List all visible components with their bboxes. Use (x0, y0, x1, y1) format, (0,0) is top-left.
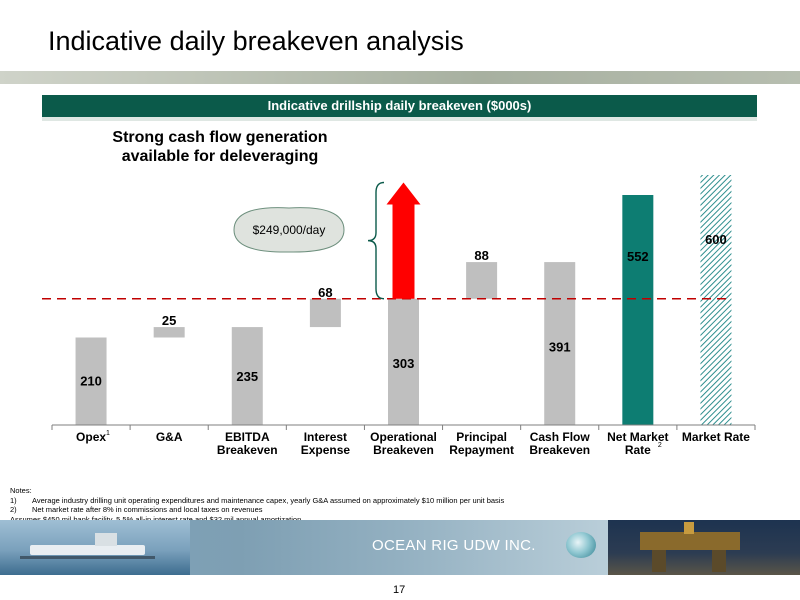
ship-derrick-shape (95, 533, 117, 546)
bar-label-8: 552 (627, 249, 649, 264)
note-1-text: Average industry drilling unit operating… (32, 495, 505, 505)
rig-leg-left (652, 550, 666, 572)
bar-label-3: 235 (236, 369, 258, 384)
bar-1 (75, 337, 107, 425)
breakeven-chart: 210 25 235 68 303 88 391 552 600 $249,000/day Op… (42, 175, 756, 457)
note-extra: Assumes $450 mil bank facility, 5.5% all… (10, 514, 302, 524)
x-tick-label-1: Opex (76, 430, 106, 444)
bar-4 (309, 298, 341, 328)
note-2: 2) Net market rate after 8% in commission… (10, 505, 770, 515)
chart-banner: Indicative drillship daily breakeven ($0… (42, 95, 757, 117)
bar-2 (153, 327, 185, 338)
x-tick-label-3: EBITDA (225, 430, 270, 444)
note-1-number: 1) (10, 495, 17, 505)
bar-7 (544, 262, 576, 425)
x-tick-label-line2-6: Repayment (449, 443, 514, 457)
x-tick-label-4: Interest (304, 430, 347, 444)
bar-5 (388, 298, 419, 425)
rig-leg-right (712, 550, 726, 572)
title-rule (0, 71, 800, 84)
x-tick-label-5: Operational (370, 430, 437, 444)
x-tick-footnote-1: 1 (106, 430, 110, 437)
bar-label-4: 68 (318, 285, 332, 300)
bar-label-9: 600 (705, 232, 727, 247)
rig-derrick-shape (684, 522, 694, 534)
ship-waterline-shape (20, 556, 155, 559)
callout-text: $249,000/day (253, 223, 326, 237)
bar-3 (231, 327, 263, 425)
bar-8 (622, 195, 654, 425)
callout-bubble (233, 207, 345, 253)
rig-deck-shape (640, 532, 740, 550)
company-logo-icon (566, 532, 596, 558)
bar-9 (700, 175, 732, 425)
x-tick-label-line2-5: Breakeven (373, 443, 434, 457)
footnotes: Notes: 1) Average industry drilling unit … (10, 486, 770, 524)
bar-label-7: 391 (549, 340, 571, 355)
banner-underline (42, 117, 757, 121)
bar-label-6: 88 (474, 248, 488, 263)
x-tick-label-line2-4: Expense (301, 443, 351, 457)
brace-bracket (367, 181, 385, 300)
x-tick-label-line2-7: Breakeven (529, 443, 590, 457)
bar-label-1: 210 (80, 374, 102, 389)
bar-label-5: 303 (393, 356, 415, 371)
note-1: 1) Average industry drilling unit operati… (10, 496, 770, 506)
increase-arrow (386, 182, 421, 299)
bar-label-2: 25 (162, 313, 176, 328)
x-tick-label-9: Market Rate (682, 430, 750, 444)
x-tick-footnote-8: 2 (658, 442, 662, 449)
x-tick-label-6: Principal (456, 430, 507, 444)
page-number: 17 (393, 584, 406, 596)
subtitle-line-2: available for deleveraging (121, 148, 319, 165)
page-title: Indicative daily breakeven analysis (48, 26, 464, 56)
x-tick-label-8: Net Market (607, 430, 668, 444)
x-tick-label-2: G&A (156, 430, 183, 444)
notes-heading: Notes: (10, 486, 32, 495)
x-tick-label-line2-8: Rate (625, 443, 651, 457)
note-2-text: Net market rate after 8% in commissions … (32, 505, 263, 514)
note-2-number: 2) (10, 505, 17, 514)
company-name: OCEAN RIG UDW INC. (372, 537, 536, 554)
bar-6 (466, 262, 498, 299)
chart-subtitle: Strong cash flow generation available fo… (85, 128, 355, 166)
x-tick-label-line2-3: Breakeven (217, 443, 278, 457)
subtitle-line-1: Strong cash flow generation (112, 129, 328, 146)
ship-hull-shape (30, 545, 145, 555)
x-tick-label-7: Cash Flow (530, 430, 591, 444)
